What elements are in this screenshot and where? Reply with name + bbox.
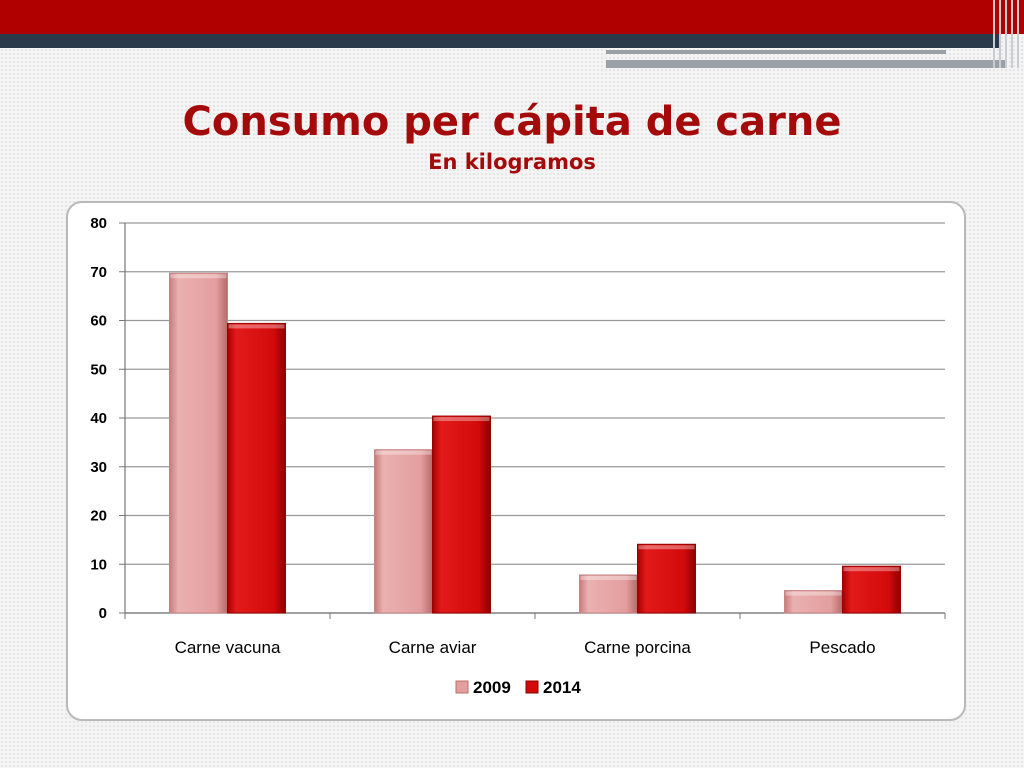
x-category-label: Carne aviar <box>389 638 477 657</box>
bar-2014-2 <box>432 415 491 614</box>
y-tick-label: 50 <box>90 361 107 378</box>
header-stripe-lower <box>606 60 1006 68</box>
bar-highlight <box>843 567 900 572</box>
bar-highlight <box>785 591 842 596</box>
y-tick-label: 0 <box>99 605 107 622</box>
header-vertical-stripe <box>999 0 1001 68</box>
y-tick-label: 20 <box>90 508 107 525</box>
bar-2014-1 <box>227 322 286 614</box>
bar-2009-2 <box>374 449 433 614</box>
bar-highlight <box>638 545 695 550</box>
bar-highlight <box>433 417 490 422</box>
y-tick-label: 70 <box>90 264 107 281</box>
x-category-label: Carne porcina <box>584 638 691 657</box>
legend-swatch-2014 <box>525 680 539 694</box>
bar-highlight <box>170 274 227 279</box>
bar-highlight <box>228 324 285 329</box>
y-tick-label: 10 <box>90 556 107 573</box>
bar-2009-3 <box>579 574 638 614</box>
y-tick-label: 40 <box>90 410 107 427</box>
page-title: Consumo per cápita de carne <box>182 99 842 145</box>
header-stripe-upper <box>606 50 946 54</box>
x-category-label: Pescado <box>809 638 875 657</box>
y-tick-label: 30 <box>90 459 107 476</box>
bar-2014-4 <box>842 565 901 614</box>
y-tick-label: 60 <box>90 313 107 330</box>
bar-chart: 0 10 20 30 40 50 60 70 80 Carne vacuna Carne aviar… <box>90 215 946 697</box>
header-vertical-stripe <box>993 0 995 68</box>
header-vertical-stripe <box>1011 0 1013 68</box>
legend-swatch-2009 <box>455 680 469 694</box>
x-category-label: Carne vacuna <box>175 638 281 657</box>
legend-label-2009: 2009 <box>473 678 511 697</box>
bar-highlight <box>375 450 432 455</box>
header-vertical-stripe <box>1017 0 1019 68</box>
y-tick-label: 80 <box>90 215 107 232</box>
header-red-band <box>0 0 1024 34</box>
bar-2009-1 <box>169 272 228 614</box>
bar-2014-3 <box>637 543 696 614</box>
legend-label-2014: 2014 <box>543 678 581 697</box>
chart-panel: 0 10 20 30 40 50 60 70 80 Carne vacuna Carne aviar… <box>66 201 966 721</box>
header-vertical-stripe <box>1005 0 1007 68</box>
page-subtitle: En kilogramos <box>428 150 596 174</box>
header-dark-band <box>0 34 1000 48</box>
bar-highlight <box>580 575 637 580</box>
